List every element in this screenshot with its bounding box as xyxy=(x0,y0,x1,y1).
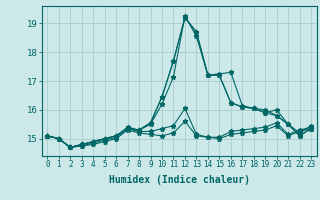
X-axis label: Humidex (Indice chaleur): Humidex (Indice chaleur) xyxy=(109,175,250,185)
